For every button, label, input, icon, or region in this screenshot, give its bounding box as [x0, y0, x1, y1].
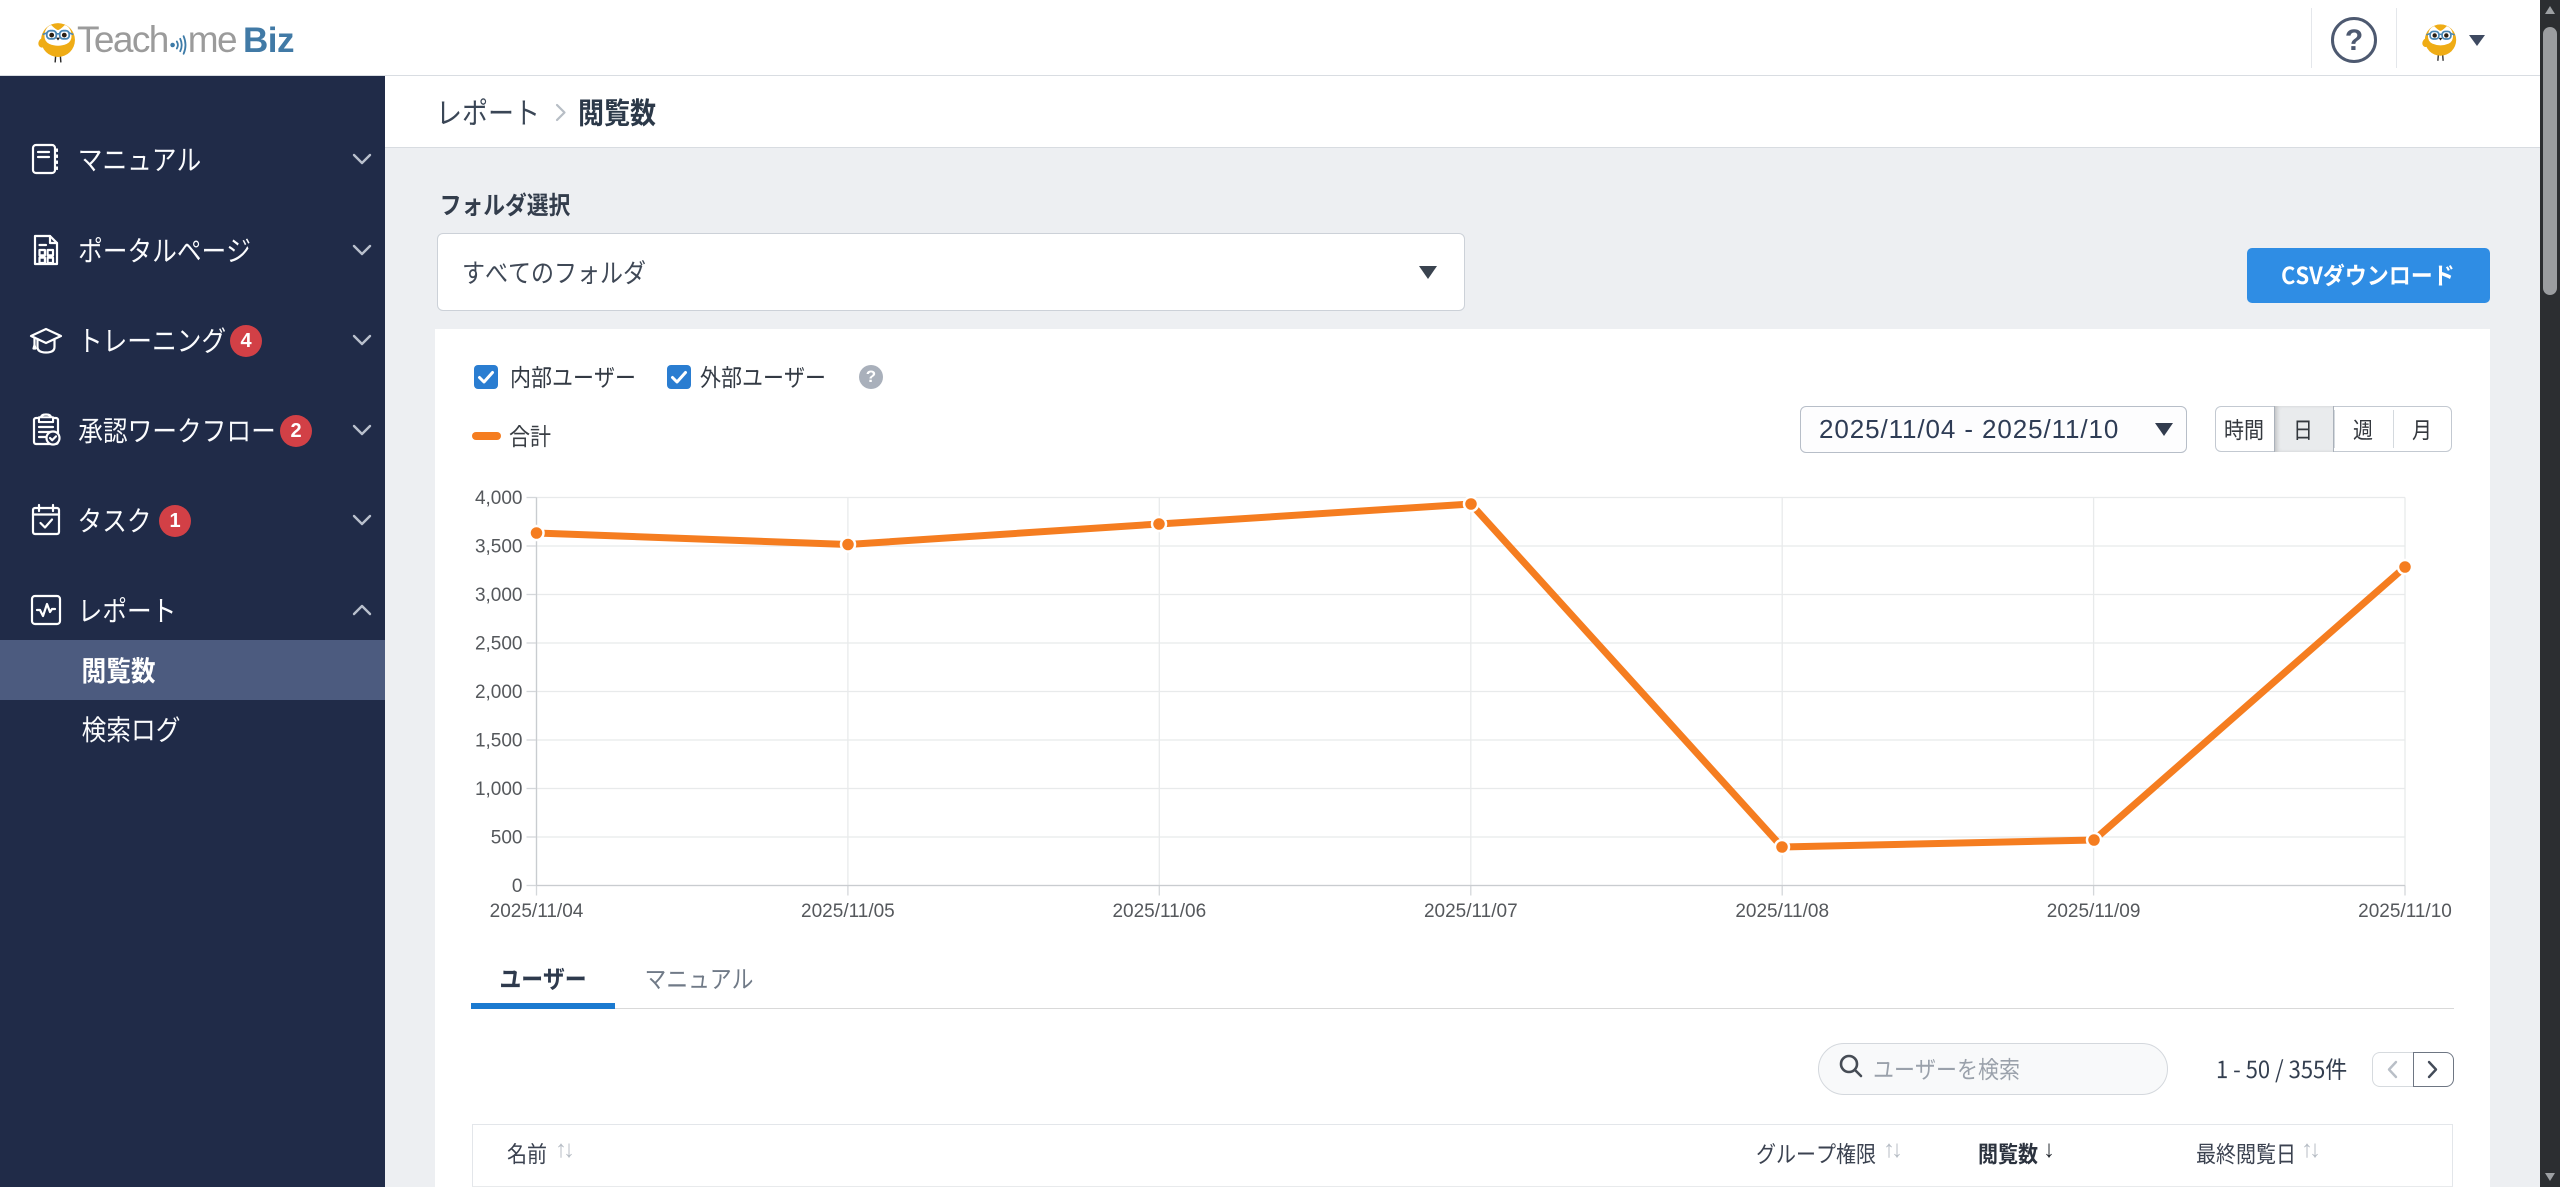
svg-text:2025/11/04: 2025/11/04 — [490, 901, 584, 922]
svg-text:0: 0 — [512, 876, 523, 897]
svg-text:2025/11/10: 2025/11/10 — [2358, 901, 2452, 922]
svg-text:2025/11/06: 2025/11/06 — [1112, 901, 1206, 922]
svg-text:3,500: 3,500 — [475, 537, 523, 558]
svg-text:2025/11/08: 2025/11/08 — [1735, 901, 1829, 922]
svg-text:2,500: 2,500 — [475, 634, 523, 655]
svg-text:2,000: 2,000 — [475, 682, 523, 703]
svg-text:1,500: 1,500 — [475, 731, 523, 752]
svg-text:1,000: 1,000 — [475, 779, 523, 800]
svg-text:2025/11/05: 2025/11/05 — [801, 901, 895, 922]
svg-text:2025/11/09: 2025/11/09 — [2047, 901, 2141, 922]
svg-text:2025/11/07: 2025/11/07 — [1424, 901, 1518, 922]
svg-text:3,000: 3,000 — [475, 585, 523, 606]
svg-text:500: 500 — [491, 828, 523, 849]
svg-text:4,000: 4,000 — [475, 488, 523, 509]
